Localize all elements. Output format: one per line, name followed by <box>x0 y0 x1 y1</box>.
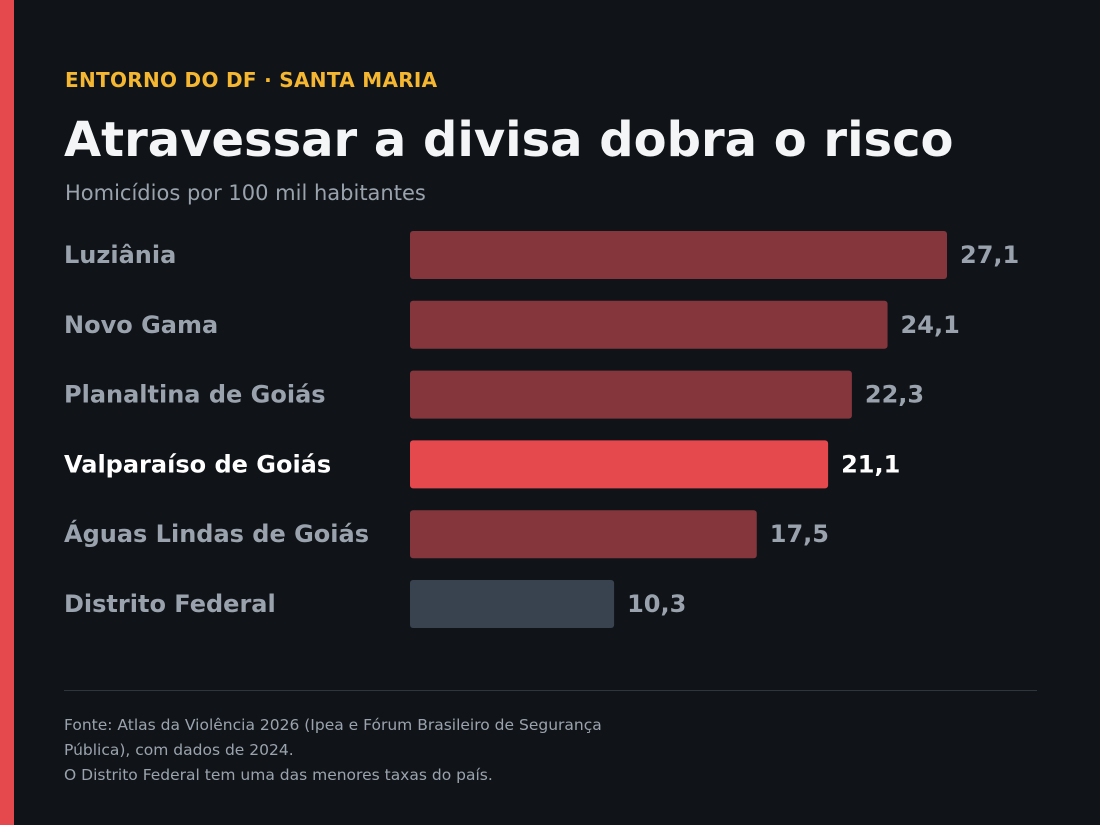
chart-subtitle: Homicídios por 100 mil habitantes <box>65 181 426 205</box>
bar-valparaiso-de-goias <box>410 440 829 489</box>
source-line-2: Pública), com dados de 2024. <box>64 741 294 759</box>
footer-note: Fonte: Atlas da Violência 2026 (Ipea e F… <box>64 713 704 788</box>
footer-divider <box>64 690 1037 691</box>
accent-strip <box>0 0 14 825</box>
chart-title: Atravessar a divisa dobra o risco <box>64 112 954 168</box>
footnote: O Distrito Federal tem uma das menores t… <box>64 766 493 784</box>
bar-value-novo-gama: 24,1 <box>901 311 960 339</box>
source-line-1: Fonte: Atlas da Violência 2026 (Ipea e F… <box>64 716 602 734</box>
bar-label-valparaiso-de-goias: Valparaíso de Goiás <box>64 450 331 478</box>
bar-value-planaltina-de-goias: 22,3 <box>865 381 924 409</box>
bar-label-planaltina-de-goias: Planaltina de Goiás <box>64 381 326 409</box>
bar-value-aguas-lindas-de-goias: 17,5 <box>770 520 829 548</box>
bar-value-valparaiso-de-goias: 21,1 <box>841 450 900 478</box>
bar-planaltina-de-goias <box>410 370 852 419</box>
bar-luziania <box>410 231 947 279</box>
kicker: ENTORNO DO DF · SANTA MARIA <box>65 68 438 92</box>
bar-novo-gama <box>410 300 888 349</box>
bar-distrito-federal <box>410 580 615 628</box>
bar-label-novo-gama: Novo Gama <box>64 311 218 339</box>
bar-label-distrito-federal: Distrito Federal <box>64 590 276 618</box>
bar-label-aguas-lindas-de-goias: Águas Lindas de Goiás <box>64 519 369 548</box>
bar-value-distrito-federal: 10,3 <box>627 590 686 618</box>
bar-value-luziania: 27,1 <box>960 241 1019 269</box>
bar-label-luziania: Luziânia <box>64 241 176 269</box>
bar-aguas-lindas-de-goias <box>410 510 757 559</box>
